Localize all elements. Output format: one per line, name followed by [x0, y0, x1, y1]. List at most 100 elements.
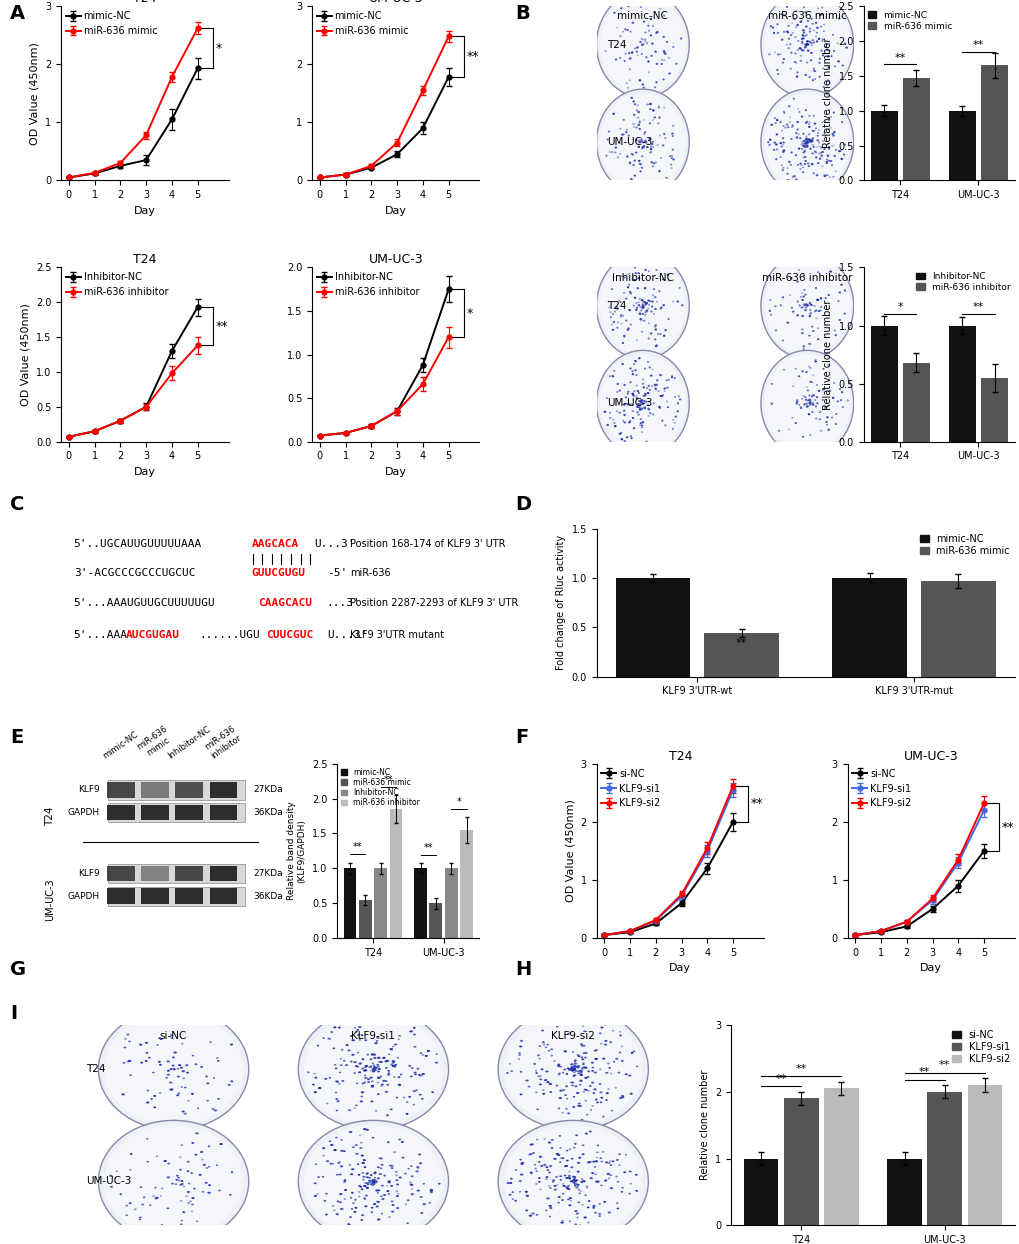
Ellipse shape — [599, 0, 685, 93]
Bar — [823, 1088, 858, 1225]
Legend: mimic-NC, miR-636 mimic: mimic-NC, miR-636 mimic — [66, 11, 157, 36]
Bar — [108, 804, 245, 822]
Text: 36KDa: 36KDa — [253, 809, 283, 817]
Text: KLF9 3'UTR mutant: KLF9 3'UTR mutant — [350, 631, 443, 641]
Ellipse shape — [599, 93, 685, 192]
Bar — [142, 805, 169, 821]
Legend: mimic-NC, miR-636 mimic: mimic-NC, miR-636 mimic — [867, 11, 951, 31]
Bar — [444, 868, 458, 938]
Bar — [107, 888, 135, 904]
Ellipse shape — [596, 90, 689, 195]
Bar — [743, 1158, 777, 1225]
Bar — [414, 868, 427, 938]
Bar — [920, 581, 995, 677]
X-axis label: Day: Day — [919, 963, 942, 973]
Text: I: I — [10, 1004, 17, 1023]
Y-axis label: Relative clone number: Relative clone number — [699, 1070, 709, 1181]
Text: **: ** — [938, 1060, 950, 1070]
Text: ...3': ...3' — [326, 597, 360, 608]
Ellipse shape — [304, 1013, 442, 1126]
Text: mimic-NC: mimic-NC — [616, 11, 667, 21]
Bar — [359, 899, 372, 938]
Bar — [108, 887, 245, 906]
Text: 5'...AAAUGUUGCUUUUUGU: 5'...AAAUGUUGCUUUUUGU — [73, 597, 215, 608]
Y-axis label: Relative band density
(KLF9/GAPDH): Relative band density (KLF9/GAPDH) — [286, 801, 306, 901]
Text: Position 168-174 of KLF9 3' UTR: Position 168-174 of KLF9 3' UTR — [350, 539, 504, 549]
Bar — [175, 888, 203, 904]
Y-axis label: OD Value (450nm): OD Value (450nm) — [20, 304, 31, 406]
Bar — [615, 578, 690, 677]
Y-axis label: Fold change of Rluc activity: Fold change of Rluc activity — [555, 535, 566, 671]
Bar — [210, 866, 237, 881]
Title: UM-UC-3: UM-UC-3 — [368, 254, 423, 266]
Text: **: ** — [894, 52, 905, 62]
Text: KLF9: KLF9 — [77, 785, 100, 795]
Bar — [175, 782, 203, 797]
Text: CUUCGUC: CUUCGUC — [266, 631, 313, 641]
Ellipse shape — [104, 1125, 243, 1238]
Legend: si-NC, KLF9-si1, KLF9-si2: si-NC, KLF9-si1, KLF9-si2 — [852, 769, 910, 809]
Text: GAPDH: GAPDH — [67, 809, 100, 817]
Text: **: ** — [918, 1067, 929, 1077]
Ellipse shape — [763, 93, 850, 192]
Text: *: * — [457, 797, 461, 807]
Text: **: ** — [972, 40, 983, 50]
Text: 3'-ACGCCCGCCCUGCUC: 3'-ACGCCCGCCCUGCUC — [73, 569, 195, 578]
Bar — [902, 78, 928, 180]
Ellipse shape — [304, 1125, 442, 1238]
Text: -5': -5' — [326, 569, 346, 578]
X-axis label: Day: Day — [668, 963, 691, 973]
Text: 27KDa: 27KDa — [253, 785, 283, 795]
Text: H: H — [515, 960, 531, 979]
Ellipse shape — [596, 351, 689, 457]
Bar — [175, 805, 203, 821]
Bar — [948, 326, 975, 442]
Text: 5'..UGCAUUGUUUUUAAA: 5'..UGCAUUGUUUUUAAA — [73, 539, 202, 549]
Ellipse shape — [599, 355, 685, 453]
Text: T24: T24 — [46, 806, 55, 826]
Ellipse shape — [763, 256, 850, 355]
Title: UM-UC-3: UM-UC-3 — [903, 750, 958, 763]
Bar — [142, 888, 169, 904]
Y-axis label: Relative clone number: Relative clone number — [822, 39, 833, 148]
Bar — [926, 1092, 961, 1225]
Bar — [980, 66, 1007, 180]
Text: KLF9-si2: KLF9-si2 — [550, 1031, 595, 1041]
Text: si-NC: si-NC — [160, 1031, 187, 1041]
Ellipse shape — [298, 1121, 448, 1243]
Ellipse shape — [763, 0, 850, 93]
Text: **: ** — [383, 775, 392, 785]
Y-axis label: OD Value (450nm): OD Value (450nm) — [565, 800, 575, 902]
Text: E: E — [10, 728, 23, 746]
Text: UM-UC-3: UM-UC-3 — [46, 878, 55, 921]
Text: *: * — [466, 307, 473, 320]
Y-axis label: Relative clone number: Relative clone number — [822, 300, 833, 409]
Title: T24: T24 — [667, 750, 691, 763]
Ellipse shape — [760, 0, 853, 97]
Text: U...3': U...3' — [314, 539, 355, 549]
Text: **: ** — [353, 842, 362, 852]
Ellipse shape — [596, 253, 689, 358]
Bar — [374, 868, 387, 938]
Text: B: B — [515, 4, 529, 22]
Legend: mimic-NC, miR-636 mimic, Inhibitor-NC, miR-636 inhibitor: mimic-NC, miR-636 mimic, Inhibitor-NC, m… — [340, 768, 420, 807]
Text: **: ** — [750, 797, 763, 810]
Text: GUUCGUGU: GUUCGUGU — [252, 569, 306, 578]
Legend: Inhibitor-NC, miR-636 inhibitor: Inhibitor-NC, miR-636 inhibitor — [317, 272, 419, 297]
X-axis label: Day: Day — [384, 466, 407, 476]
Text: C: C — [10, 495, 24, 514]
Bar — [429, 903, 442, 938]
Text: UM-UC-3: UM-UC-3 — [606, 398, 651, 408]
Bar — [967, 1085, 1001, 1225]
Bar — [107, 805, 135, 821]
Bar — [210, 888, 237, 904]
Text: KLF9-si1: KLF9-si1 — [352, 1031, 395, 1041]
Text: miR-636 inhibitor: miR-636 inhibitor — [761, 272, 852, 282]
Bar — [108, 863, 245, 883]
Bar — [389, 809, 403, 938]
Text: 27KDa: 27KDa — [253, 870, 283, 878]
Ellipse shape — [760, 253, 853, 358]
Text: T24: T24 — [86, 1064, 106, 1074]
Bar — [948, 111, 975, 180]
Text: UM-UC-3: UM-UC-3 — [86, 1177, 131, 1187]
